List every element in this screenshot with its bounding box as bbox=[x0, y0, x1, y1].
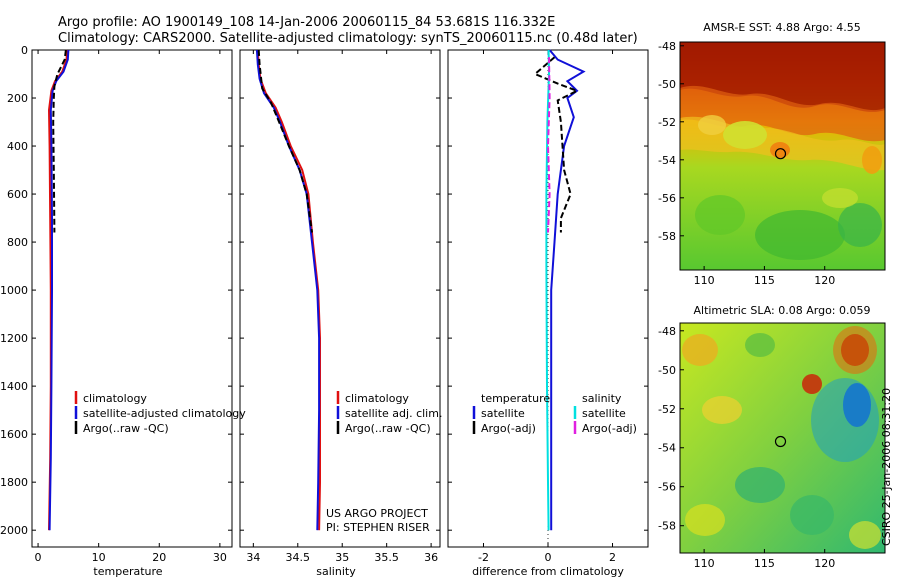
legend-label-sal-argo: Argo(-adj) bbox=[582, 422, 637, 435]
legend-title-temperature: temperature bbox=[481, 392, 550, 405]
difference-panel: -2 0 2 difference from climatology tempera… bbox=[447, 49, 649, 578]
temperature-y-ticks: 0 200 400 600 800 1000 1200 1400 1600 1800 2000 bbox=[0, 44, 232, 537]
temperature-panel: 0 200 400 600 800 1000 1200 1400 1600 1800 2000 0 1… bbox=[0, 44, 246, 578]
sst-map-title: AMSR-E SST: 4.88 Argo: 4.55 bbox=[703, 21, 861, 34]
series-line-satellite-adj-clim bbox=[255, 49, 321, 531]
x-tick-label: 20 bbox=[152, 551, 166, 564]
x-tick-label: 35 bbox=[335, 551, 349, 564]
sla-map-title: Altimetric SLA: 0.08 Argo: 0.059 bbox=[693, 304, 870, 317]
map-y-tick-label: -56 bbox=[658, 481, 676, 494]
y-tick-label: 400 bbox=[7, 140, 28, 153]
x-tick-label: -2 bbox=[478, 551, 489, 564]
legend-label-sal-satellite: satellite bbox=[582, 407, 626, 420]
difference-xlabel: difference from climatology bbox=[472, 565, 624, 578]
series-line-temperature-argo-adj bbox=[533, 56, 580, 233]
sla-map-frame bbox=[679, 322, 886, 554]
sla-map-ticks: -48 -50 -52 -54 -56 -58 110 115 120 bbox=[658, 325, 835, 570]
legend-label-temp-argo: Argo(-adj) bbox=[481, 422, 536, 435]
y-tick-label: 1000 bbox=[0, 284, 28, 297]
argo-float-marker bbox=[774, 148, 787, 160]
salinity-series bbox=[255, 49, 321, 531]
temperature-legend: climatology satellite-adjusted climatolo… bbox=[74, 391, 246, 435]
timestamp-stamp: CSIRO 25-Jan-2006 08:31:20 bbox=[880, 388, 893, 546]
figure-title-line2: Climatology: CARS2000. Satellite-adjuste… bbox=[58, 31, 638, 46]
series-line-salinity-satellite bbox=[545, 49, 551, 531]
temperature-axes-frame bbox=[31, 49, 233, 548]
y-tick-label: 600 bbox=[7, 188, 28, 201]
legend-label-argo: Argo(..raw -QC) bbox=[345, 422, 431, 435]
project-annotation-line2: PI: STEPHEN RISER bbox=[326, 521, 430, 534]
map-x-tick-label: 115 bbox=[754, 557, 775, 570]
map-x-tick-label: 110 bbox=[694, 274, 715, 287]
map-y-tick-label: -58 bbox=[658, 520, 676, 533]
x-tick-label: 0 bbox=[545, 551, 552, 564]
x-tick-label: 34 bbox=[246, 551, 260, 564]
series-line-argo-raw-qc bbox=[257, 49, 313, 233]
x-tick-label: 0 bbox=[35, 551, 42, 564]
y-tick-label: 0 bbox=[21, 44, 28, 57]
series-line-salinity-argo-adj bbox=[546, 57, 551, 233]
sla-map-image bbox=[680, 323, 885, 553]
x-tick-label: 2 bbox=[609, 551, 616, 564]
map-y-tick-label: -52 bbox=[658, 116, 676, 129]
map-y-tick-label: -50 bbox=[658, 78, 676, 91]
difference-legend: temperature salinity satellite Argo(-adj… bbox=[472, 392, 637, 435]
salinity-y-ticks bbox=[240, 49, 440, 531]
map-y-tick-label: -52 bbox=[658, 403, 676, 416]
y-tick-label: 1600 bbox=[0, 428, 28, 441]
y-tick-label: 800 bbox=[7, 236, 28, 249]
y-tick-label: 1400 bbox=[0, 380, 28, 393]
salinity-x-ticks: 34 34.5 35 35.5 36 bbox=[246, 50, 438, 564]
series-line-climatology bbox=[256, 49, 321, 531]
sla-map-panel: Altimetric SLA: 0.08 Argo: 0.059 -48-50-… bbox=[658, 304, 886, 570]
map-y-tick-label: -48 bbox=[658, 325, 676, 338]
map-x-tick-label: 120 bbox=[814, 557, 835, 570]
sst-map-ticks: -48 -50 -52 -54 -56 -58 110 115 120 bbox=[658, 40, 835, 287]
sst-map-panel: AMSR-E SST: 4.88 Argo: 4.55 -48 -50 -52 -54… bbox=[658, 21, 886, 287]
legend-label-argo: Argo(..raw -QC) bbox=[83, 422, 169, 435]
x-tick-label: 30 bbox=[213, 551, 227, 564]
difference-y-ticks bbox=[448, 49, 648, 531]
series-line-satellite-adjusted-climatology bbox=[48, 49, 70, 531]
y-tick-label: 2000 bbox=[0, 524, 28, 537]
temperature-series bbox=[47, 49, 70, 531]
temperature-x-ticks: 0 10 20 30 bbox=[35, 50, 227, 564]
legend-label-climatology: climatology bbox=[83, 392, 147, 405]
legend-label-satellite: satellite adj. clim. bbox=[345, 407, 442, 420]
x-tick-label: 36 bbox=[424, 551, 438, 564]
map-x-tick-label: 110 bbox=[694, 557, 715, 570]
x-tick-label: 10 bbox=[92, 551, 106, 564]
map-x-tick-label: 115 bbox=[754, 274, 775, 287]
legend-label-climatology: climatology bbox=[345, 392, 409, 405]
map-y-tick-label: -50 bbox=[658, 364, 676, 377]
series-line-argo-raw-qc bbox=[52, 49, 67, 233]
map-x-tick-label: 120 bbox=[814, 274, 835, 287]
map-y-tick-label: -48 bbox=[658, 40, 676, 53]
temperature-xlabel: temperature bbox=[93, 565, 162, 578]
legend-label-temp-satellite: satellite bbox=[481, 407, 525, 420]
x-tick-label: 34.5 bbox=[286, 551, 311, 564]
salinity-legend: climatology satellite adj. clim. Argo(..… bbox=[336, 391, 442, 435]
sst-map-frame bbox=[679, 41, 886, 271]
map-y-tick-label: -54 bbox=[658, 154, 676, 167]
y-tick-label: 1800 bbox=[0, 476, 28, 489]
y-tick-label: 1200 bbox=[0, 332, 28, 345]
salinity-xlabel: salinity bbox=[316, 565, 356, 578]
series-line-temperature-satellite bbox=[548, 49, 586, 531]
difference-series bbox=[533, 49, 586, 531]
argo-float-marker bbox=[774, 435, 787, 448]
sst-map-image bbox=[680, 42, 885, 270]
salinity-panel: 34 34.5 35 35.5 36 salinity climatology sate… bbox=[239, 49, 442, 578]
map-y-tick-label: -54 bbox=[658, 442, 676, 455]
map-y-tick-label: -56 bbox=[658, 192, 676, 205]
legend-title-salinity: salinity bbox=[582, 392, 622, 405]
salinity-axes-frame bbox=[239, 49, 441, 548]
map-y-tick-label: -58 bbox=[658, 230, 676, 243]
figure-title-line1: Argo profile: AO 1900149_108 14-Jan-2006… bbox=[58, 15, 555, 30]
x-tick-label: 35.5 bbox=[374, 551, 399, 564]
project-annotation-line1: US ARGO PROJECT bbox=[326, 507, 428, 520]
legend-label-satellite: satellite-adjusted climatology bbox=[83, 407, 246, 420]
y-tick-label: 200 bbox=[7, 92, 28, 105]
